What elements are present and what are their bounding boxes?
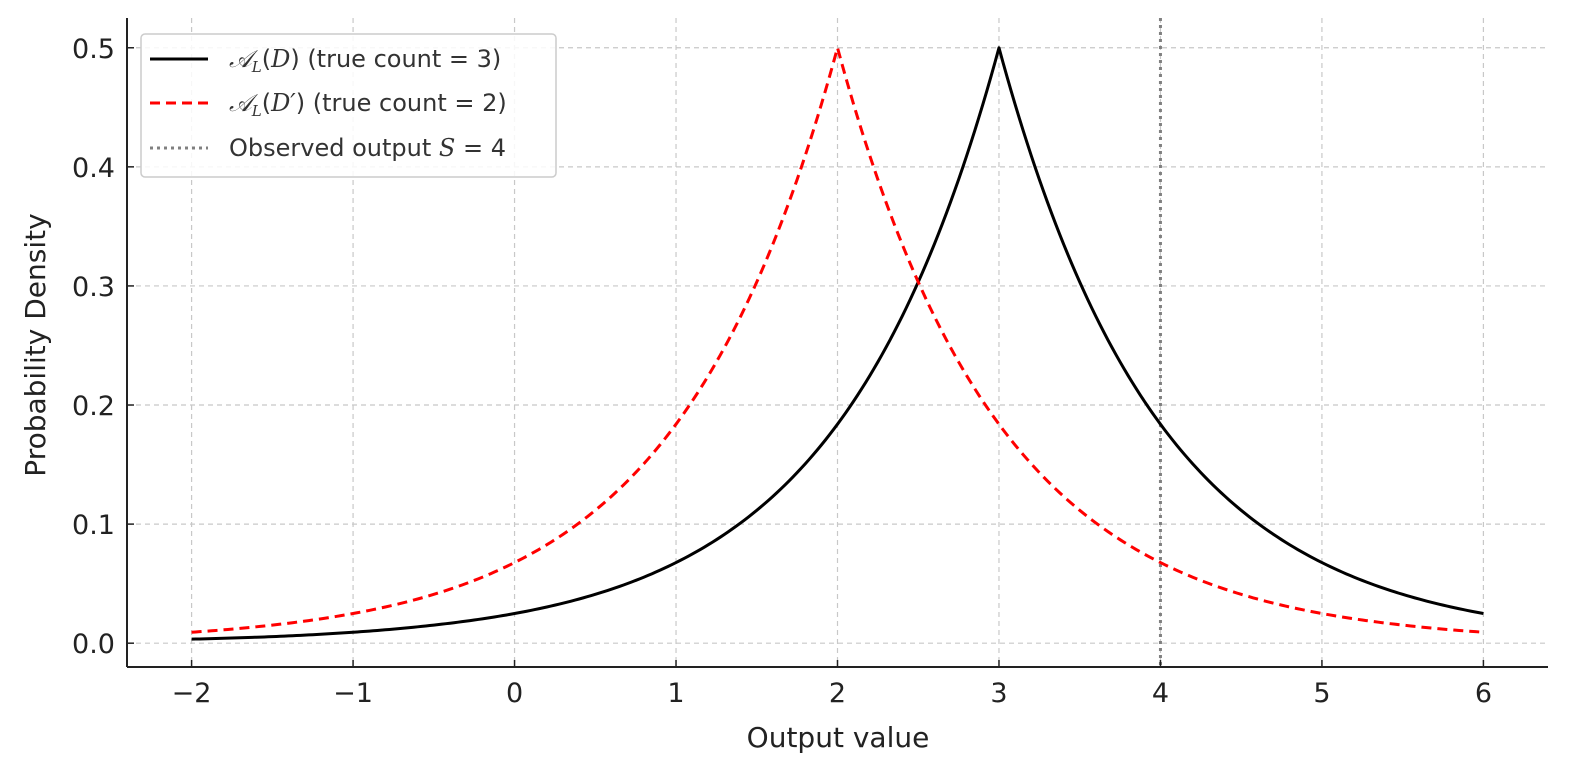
x-tick-label: 4: [1152, 678, 1169, 709]
legend-1-arg: D: [270, 45, 290, 73]
y-tick-label: 0.0: [72, 629, 115, 660]
legend-label-series-2: 𝒜L(D′) (true count = 2): [229, 89, 507, 120]
x-tick-label: 5: [1313, 678, 1330, 709]
x-tick-label: 3: [990, 678, 1007, 709]
legend-2-arg: D′: [270, 89, 296, 117]
legend-1-close: ): [290, 45, 299, 73]
legend-3-text: Observed output: [229, 134, 439, 162]
x-axis-title: Output value: [747, 721, 930, 754]
series-line-1: [191, 46, 1484, 641]
legend-1-sub: L: [251, 58, 262, 76]
x-tick-label: −1: [333, 678, 373, 709]
legend-2-sub: L: [251, 102, 262, 120]
legend-label-observed: Observed output S = 4: [229, 134, 506, 162]
x-tick-label: 1: [667, 678, 684, 709]
legend-2-rest: (true count = 2): [305, 89, 507, 117]
y-tick-label: 0.4: [72, 153, 115, 184]
tick-marks: −2 −1 0 1 2 3 4 5 6 0.0 0.1 0.2 0.3 0.4 0.5: [72, 34, 1492, 709]
legend-1-rest: (true count = 3): [300, 45, 502, 73]
legend-2-close: ): [296, 89, 305, 117]
legend-2-open: (: [262, 89, 271, 117]
y-tick-label: 0.1: [72, 510, 115, 541]
y-tick-label: 0.3: [72, 272, 115, 303]
legend-3-eq: = 4: [455, 134, 506, 162]
series-line-2: [191, 46, 1484, 634]
y-tick-label: 0.5: [72, 34, 115, 65]
legend: 𝒜L(D) (true count = 3) 𝒜L(D′) (true coun…: [140, 33, 557, 178]
legend-box: [140, 33, 557, 178]
y-axis-title: Probability Density: [19, 213, 52, 476]
y-tick-label: 0.2: [72, 391, 115, 422]
x-tick-label: 6: [1475, 678, 1492, 709]
series-lines: [191, 46, 1484, 641]
legend-3-var: S: [439, 134, 455, 162]
legend-1-open: (: [262, 45, 271, 73]
x-tick-label: 2: [829, 678, 846, 709]
legend-label-series-1: 𝒜L(D) (true count = 3): [229, 45, 501, 76]
x-tick-label: −2: [172, 678, 212, 709]
x-tick-label: 0: [506, 678, 523, 709]
